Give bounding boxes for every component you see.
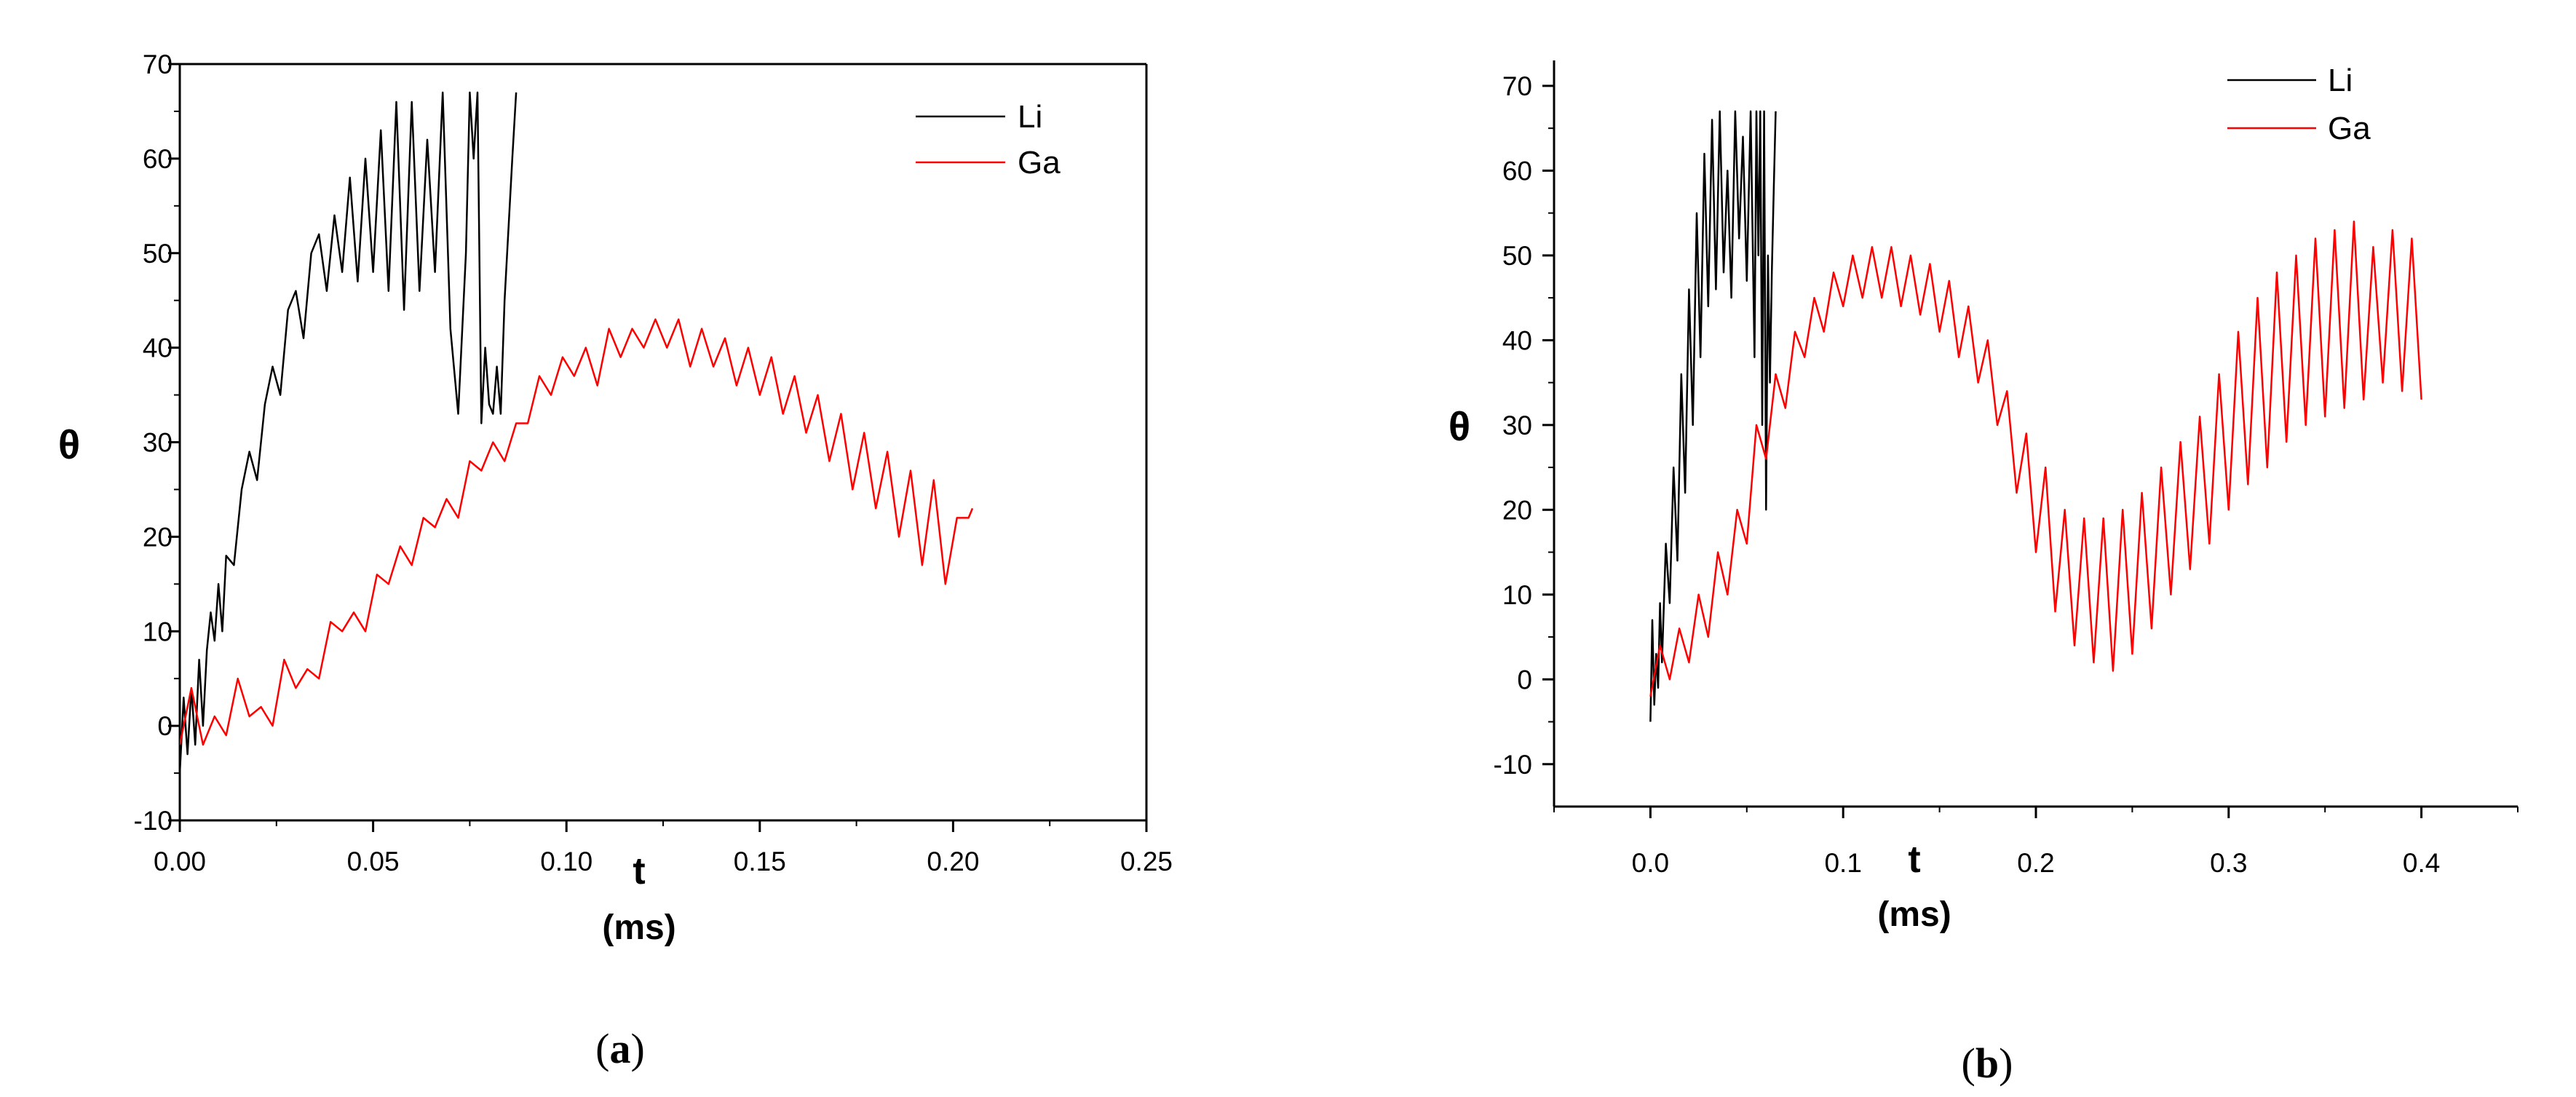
y-axis-title: θ (58, 421, 80, 467)
x-axis-title: t (633, 850, 645, 892)
y-tick-label: -10 (1494, 750, 1532, 780)
y-tick-label: 10 (1502, 580, 1532, 610)
y-tick-label: -10 (134, 806, 173, 836)
series-lines (180, 91, 974, 774)
series-lines (1649, 110, 2422, 722)
chart-panel-a: -10 0 10 20 30 40 50 60 70 0.00 0.05 0.10 0.15 0.20 0.… (58, 49, 1173, 1072)
y-tick-label: 60 (143, 144, 173, 174)
series-line-ga (180, 318, 974, 746)
y-tick-label: 40 (1502, 325, 1532, 355)
x-tick-label: 0.15 (734, 847, 786, 876)
legend-label-li: Li (1018, 99, 1042, 135)
y-tick-label: 50 (1502, 241, 1532, 271)
panel-caption: (b) (1962, 1039, 2013, 1087)
y-tick-label: 50 (143, 239, 173, 269)
legend-label-ga: Ga (1018, 145, 1061, 181)
x-tick-label: 0.25 (1120, 847, 1173, 876)
y-tick-label: 70 (143, 49, 173, 79)
x-tick-label: 0.1 (1824, 848, 1861, 878)
caption-letter: b (1975, 1039, 1999, 1087)
y-tick-label: 70 (1502, 71, 1532, 101)
y-tick-label: 20 (143, 522, 173, 552)
x-tick-label: 0.3 (2210, 848, 2247, 878)
x-tick-label: 0.00 (154, 847, 206, 876)
legend-label-li: Li (2328, 63, 2353, 98)
caption-letter: a (610, 1025, 631, 1072)
caption-open: ( (595, 1025, 609, 1072)
y-axis-title: θ (1448, 403, 1470, 449)
x-axis-unit: (ms) (602, 908, 675, 947)
y-tick-label: 10 (143, 617, 173, 646)
legend-label-ga: Ga (2328, 111, 2371, 146)
caption-open: ( (1962, 1039, 1975, 1087)
x-tick-label: 0.0 (1632, 848, 1669, 878)
series-line-li (180, 91, 518, 774)
caption-close: ) (631, 1025, 645, 1072)
legend: Li Ga (2227, 63, 2371, 146)
legend: Li Ga (916, 99, 1061, 181)
x-tick-label: 0.05 (347, 847, 400, 876)
chart-panel-b: -10 0 10 20 30 40 50 60 70 0.0 0.1 0.2 0.3 0.4 θ t (ms) L… (1448, 60, 2518, 1087)
y-tick-label: 20 (1502, 495, 1532, 525)
y-tick-label: 60 (1502, 156, 1532, 186)
x-axis-title: t (1908, 839, 1920, 881)
x-tick-label: 0.20 (927, 847, 979, 876)
x-tick-label: 0.2 (2017, 848, 2054, 878)
series-line-li (1649, 110, 1777, 722)
panel-caption: (a) (595, 1025, 645, 1072)
y-tick-label: 30 (143, 428, 173, 458)
x-axis-unit: (ms) (1877, 895, 1951, 934)
series-line-ga (1649, 221, 2422, 697)
caption-close: ) (1999, 1039, 2013, 1087)
y-tick-label: 30 (1502, 411, 1532, 440)
y-tick-label: 0 (157, 711, 173, 741)
x-tick-label: 0.10 (540, 847, 593, 876)
y-tick-label: 0 (1517, 665, 1532, 694)
x-tick-label: 0.4 (2403, 848, 2440, 878)
y-tick-label: 40 (143, 333, 173, 363)
